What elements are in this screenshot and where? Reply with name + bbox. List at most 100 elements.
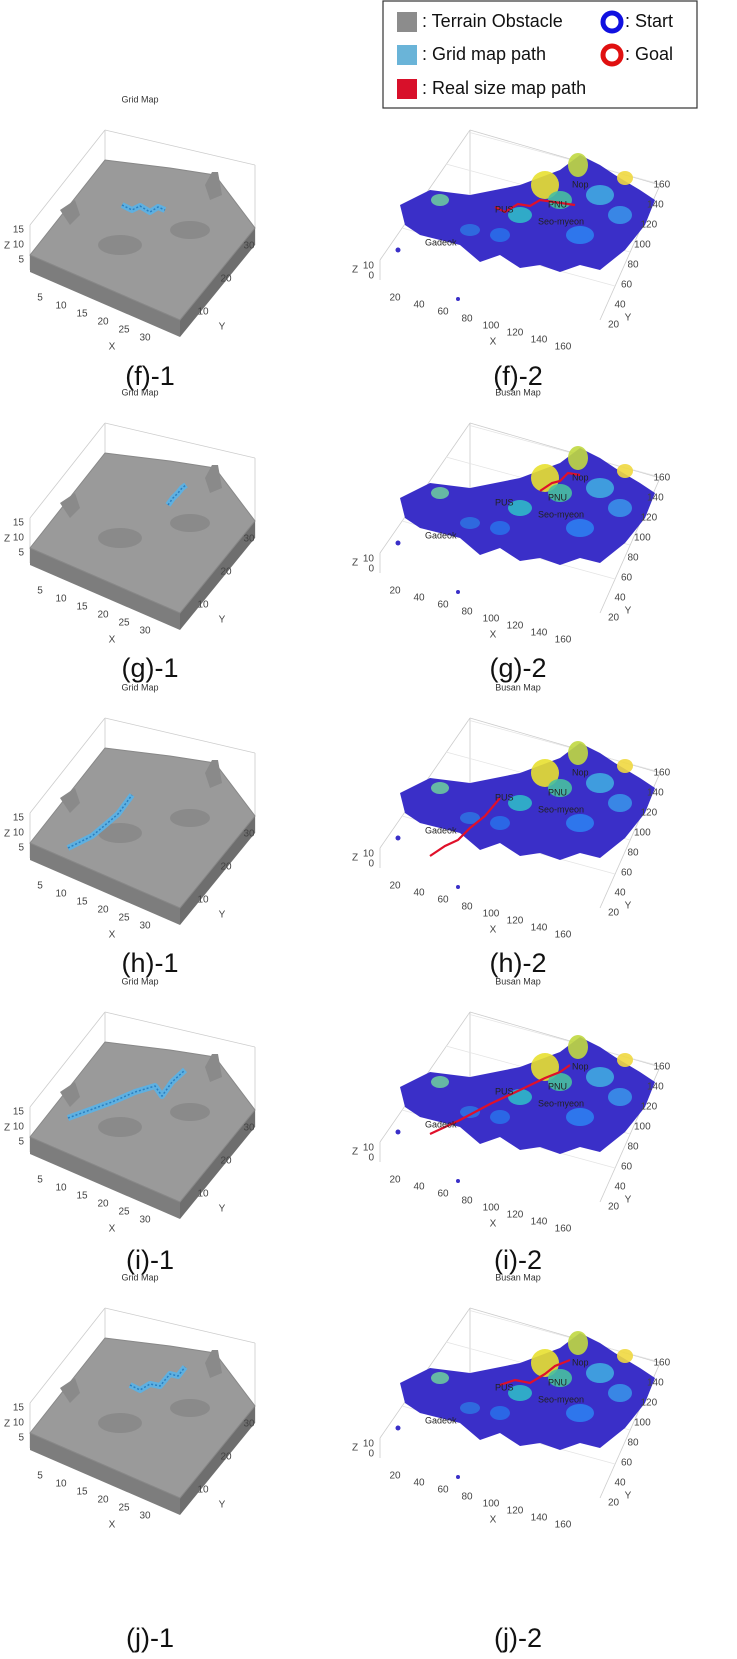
terrain-peak xyxy=(566,519,594,537)
x-tick-label: 5 xyxy=(37,1175,43,1186)
caption: (f)-2 xyxy=(493,361,543,391)
y-tick-label: 20 xyxy=(220,1156,232,1167)
terrain-peak xyxy=(508,500,532,516)
terrain-bump xyxy=(205,1054,222,1082)
y-tick-label: 60 xyxy=(621,1162,633,1173)
x-tick-label: 60 xyxy=(437,1189,449,1200)
x-tick-label: 5 xyxy=(37,881,43,892)
terrain-peak xyxy=(586,478,614,498)
x-tick-label: 5 xyxy=(37,1471,43,1482)
legend-swatch xyxy=(397,45,417,65)
x-tick-label: 30 xyxy=(139,333,151,344)
x-tick-label: 80 xyxy=(461,1492,473,1503)
x-tick-label: 30 xyxy=(139,626,151,637)
terrain-shade xyxy=(98,823,142,843)
x-tick-label: 140 xyxy=(531,335,548,346)
terrain-peak xyxy=(568,446,588,470)
x-tick-label: 80 xyxy=(461,902,473,913)
y-tick-label: 40 xyxy=(615,1478,627,1489)
y-tick-label: 20 xyxy=(608,908,620,919)
z-axis-label: Z xyxy=(352,1147,358,1158)
x-axis-label: X xyxy=(490,1515,497,1526)
x-tick-label: 5 xyxy=(37,293,43,304)
terrain-top xyxy=(29,747,256,909)
y-tick-label: 60 xyxy=(621,868,633,879)
real-path xyxy=(494,198,576,214)
x-tick-label: 25 xyxy=(118,913,130,924)
x-tick-label: 10 xyxy=(55,1183,67,1194)
terrain-peak xyxy=(608,499,632,517)
y-tick-label: 60 xyxy=(621,573,633,584)
x-tick-label: 25 xyxy=(118,1207,130,1218)
x-tick-label: 40 xyxy=(413,593,425,604)
island xyxy=(456,297,460,301)
y-tick-label: 20 xyxy=(608,1202,620,1213)
y-tick-label: 100 xyxy=(634,533,651,544)
x-tick-label: 100 xyxy=(483,614,500,625)
terrain-peak xyxy=(531,1349,559,1377)
terrain-side xyxy=(30,548,180,630)
x-axis-label: X xyxy=(109,1224,116,1235)
y-tick-label: 80 xyxy=(628,1142,640,1153)
grid-path-core xyxy=(129,1366,186,1391)
x-axis-label: X xyxy=(109,342,116,353)
y-tick-label: 120 xyxy=(641,220,658,231)
y-tick-label: 30 xyxy=(243,829,255,840)
place-label: PNU xyxy=(548,1081,567,1091)
terrain-peak xyxy=(490,816,510,830)
terrain-shade xyxy=(98,235,142,255)
y-tick-label: 160 xyxy=(654,1358,671,1369)
y-tick-label: 140 xyxy=(647,788,664,799)
y-tick-label: 10 xyxy=(197,1485,209,1496)
terrain-peak xyxy=(586,185,614,205)
x-axis-label: X xyxy=(109,635,116,646)
x-tick-label: 30 xyxy=(139,1511,151,1522)
z-tick-label: 5 xyxy=(18,255,24,266)
y-tick-label: 160 xyxy=(654,180,671,191)
z-tick-label: 15 xyxy=(13,813,25,824)
x-tick-label: 40 xyxy=(413,1182,425,1193)
x-tick-label: 20 xyxy=(97,905,109,916)
y-axis-label: Y xyxy=(219,615,226,626)
terrain-top xyxy=(29,452,256,614)
z-axis-label: Z xyxy=(352,265,358,276)
terrain-bump xyxy=(205,172,222,200)
island xyxy=(456,885,460,889)
x-tick-label: 120 xyxy=(507,1210,524,1221)
axis-frame xyxy=(29,717,106,814)
y-axis-label: Y xyxy=(625,1491,632,1502)
x-tick-label: 100 xyxy=(483,321,500,332)
axis-frame xyxy=(104,717,256,754)
terrain-peak xyxy=(490,521,510,535)
y-axis-label: Y xyxy=(219,1500,226,1511)
x-tick-label: 30 xyxy=(139,1215,151,1226)
z-axis-label: Z xyxy=(352,853,358,864)
place-label: Gadeok xyxy=(425,825,457,835)
x-tick-label: 120 xyxy=(507,916,524,927)
y-tick-label: 120 xyxy=(641,808,658,819)
island xyxy=(456,1475,460,1479)
island xyxy=(395,1129,401,1135)
y-tick-label: 30 xyxy=(243,534,255,545)
terrain-peak xyxy=(566,226,594,244)
terrain-peak xyxy=(531,759,559,787)
island xyxy=(395,1425,401,1431)
y-tick-label: 60 xyxy=(621,280,633,291)
caption: (j)-2 xyxy=(494,1623,542,1653)
y-tick-label: 100 xyxy=(634,1418,651,1429)
place-label: Gadeok xyxy=(425,237,457,247)
terrain-peak xyxy=(531,171,559,199)
place-label: PNU xyxy=(548,492,567,502)
y-tick-label: 10 xyxy=(197,600,209,611)
axis-frame xyxy=(104,129,256,166)
terrain-top xyxy=(29,1041,256,1203)
y-axis-label: Y xyxy=(625,606,632,617)
panel-title: Grid Map xyxy=(121,387,158,397)
x-tick-label: 100 xyxy=(483,1499,500,1510)
x-tick-label: 100 xyxy=(483,909,500,920)
grid-path-core xyxy=(67,794,133,849)
terrain-side xyxy=(180,1406,255,1515)
y-tick-label: 80 xyxy=(628,260,640,271)
z-tick-label: 5 xyxy=(18,843,24,854)
place-label: PNU xyxy=(548,1377,567,1387)
